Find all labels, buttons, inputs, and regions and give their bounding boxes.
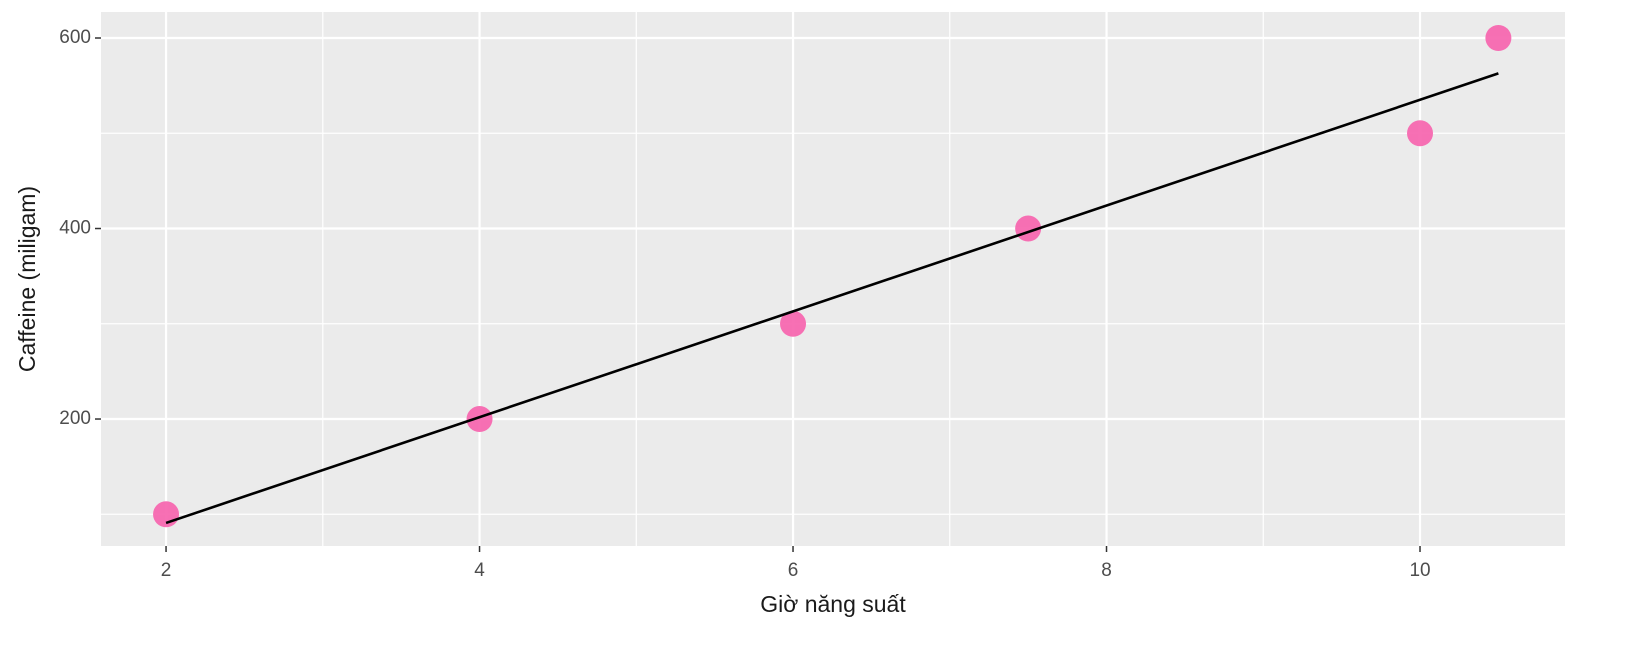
point bbox=[1485, 25, 1512, 52]
y-tick-label: 600 bbox=[59, 27, 91, 48]
point bbox=[153, 501, 180, 528]
marks bbox=[153, 25, 1512, 528]
x-axis-title: Giờ năng suất bbox=[760, 591, 906, 617]
point bbox=[780, 310, 807, 337]
x-tick-label: 10 bbox=[1409, 560, 1430, 581]
point bbox=[466, 406, 493, 433]
y-axis-title: Caffeine (miligam) bbox=[14, 186, 40, 372]
y-tick-label: 200 bbox=[59, 408, 91, 429]
x-tick-label: 6 bbox=[788, 560, 799, 581]
x-tick-label: 2 bbox=[161, 560, 172, 581]
axes: 2 4 6 8 10 200 400 600 bbox=[59, 27, 1430, 581]
y-tick-label: 400 bbox=[59, 218, 91, 239]
point bbox=[1407, 120, 1434, 147]
x-tick-label: 8 bbox=[1101, 560, 1112, 581]
panel-background bbox=[101, 12, 1565, 546]
x-tick-label: 4 bbox=[474, 560, 485, 581]
trend-line bbox=[165, 72, 1499, 525]
